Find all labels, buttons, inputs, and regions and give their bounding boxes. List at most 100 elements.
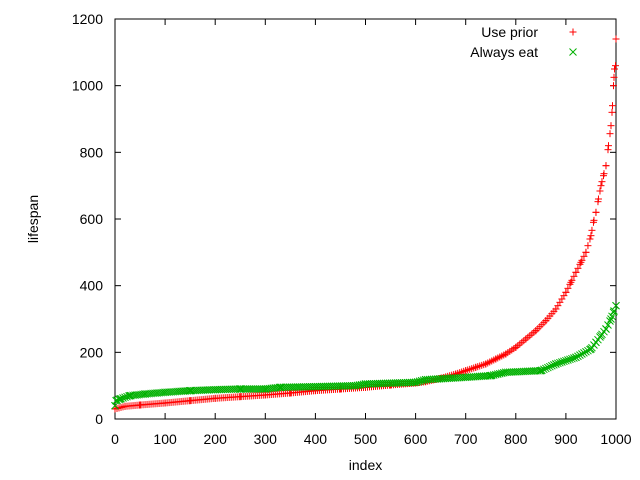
data-point (580, 349, 588, 357)
data-point (587, 232, 595, 240)
data-point (492, 355, 500, 363)
data-point (597, 182, 605, 190)
data-point (522, 335, 530, 343)
data-point (604, 321, 612, 329)
data-point (362, 383, 369, 391)
legend-marker (569, 48, 577, 56)
y-axis: 0 200 400 600 800 1000 1200 (72, 11, 616, 427)
data-point (461, 373, 470, 382)
x-tick-label: 600 (404, 431, 428, 447)
data-point (112, 396, 120, 405)
data-point (610, 65, 618, 73)
x-axis: 0 100 200 300 400 500 600 700 800 900 1000 (111, 19, 632, 447)
x-tick-label: 100 (153, 431, 177, 447)
data-point (577, 258, 585, 266)
data-point (584, 242, 592, 250)
y-tick-label: 200 (80, 344, 104, 360)
data-point (610, 73, 618, 81)
data-point (548, 361, 556, 370)
data-point (141, 390, 149, 398)
data-point (612, 301, 620, 310)
data-point (612, 35, 620, 43)
data-point (136, 401, 144, 409)
data-point (211, 385, 220, 394)
data-point (586, 235, 594, 243)
data-point (580, 252, 588, 260)
data-point (596, 187, 604, 195)
data-point (276, 383, 285, 392)
x-tick-label: 700 (454, 431, 478, 447)
data-point (576, 351, 584, 359)
data-point (592, 338, 600, 347)
data-point (608, 108, 616, 116)
data-point (311, 382, 320, 391)
data-point (535, 366, 544, 375)
data-point (512, 343, 520, 351)
data-point (570, 272, 578, 280)
data-point (607, 315, 615, 323)
data-point (597, 331, 605, 340)
legend-label: Always eat (470, 44, 538, 60)
data-point (542, 364, 550, 373)
data-point (607, 122, 615, 130)
x-tick-label: 1000 (600, 431, 631, 447)
data-point (582, 248, 590, 256)
data-point (587, 345, 595, 353)
data-point (411, 378, 420, 387)
data-point (578, 350, 586, 358)
y-tick-label: 0 (95, 411, 103, 427)
data-point (602, 325, 610, 333)
data-point (550, 361, 558, 369)
data-point (572, 353, 580, 362)
data-point (502, 350, 510, 358)
data-point (161, 388, 169, 397)
data-point (546, 362, 554, 371)
data-point (482, 360, 490, 368)
data-point (532, 327, 540, 335)
x-tick-label: 500 (354, 431, 378, 447)
data-point (570, 354, 578, 362)
data-point (542, 317, 550, 325)
data-point (126, 391, 134, 400)
data-point (602, 162, 610, 170)
data-point (361, 380, 370, 388)
data-point (567, 278, 575, 286)
data-point (161, 399, 169, 407)
data-point (116, 395, 124, 403)
data-point (552, 360, 560, 368)
data-point (606, 317, 614, 325)
y-tick-label: 1000 (72, 78, 103, 94)
y-tick-label: 400 (80, 278, 104, 294)
data-point (611, 62, 619, 70)
data-point (261, 385, 270, 393)
data-point (462, 367, 470, 375)
data-point (610, 307, 618, 315)
data-point (608, 312, 616, 321)
data-point (211, 394, 219, 402)
data-point (236, 393, 244, 401)
data-series (111, 35, 620, 413)
data-point (121, 402, 129, 410)
data-point (111, 405, 119, 413)
data-point (606, 130, 614, 138)
y-tick-label: 800 (80, 144, 104, 160)
y-tick-label: 1200 (72, 11, 103, 27)
data-point (421, 375, 430, 384)
series-always-eat (111, 301, 620, 410)
data-point (544, 363, 552, 372)
data-point (574, 352, 582, 361)
y-axis-title: lifespan (25, 195, 41, 243)
data-point (599, 172, 607, 180)
data-point (608, 102, 616, 110)
data-point (604, 146, 612, 154)
x-tick-label: 300 (254, 431, 278, 447)
x-tick-label: 0 (111, 431, 119, 447)
data-point (588, 226, 596, 234)
data-point (186, 386, 195, 395)
data-point (236, 385, 245, 393)
data-point (592, 208, 600, 216)
data-point (562, 288, 570, 296)
y-tick-label: 600 (80, 211, 104, 227)
legend-marker (569, 28, 577, 36)
